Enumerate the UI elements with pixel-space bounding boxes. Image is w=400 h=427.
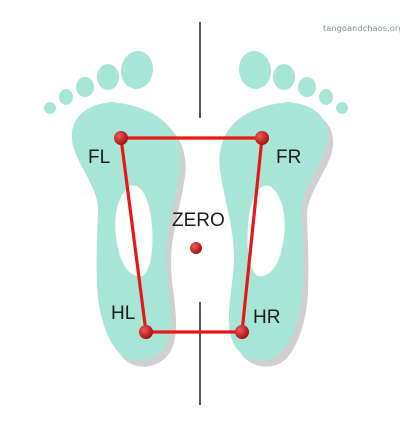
- right-footprint: [219, 51, 348, 367]
- point-heel-left: [139, 325, 153, 339]
- right-big-toe: [238, 51, 272, 89]
- watermark-text: tangoandchaos.org: [323, 24, 400, 33]
- label-heel-left: HL: [111, 303, 135, 324]
- left-footprint: [44, 51, 186, 367]
- balance-quadrilateral: [119, 136, 264, 334]
- left-third-toe: [76, 77, 94, 97]
- point-center-zero: [190, 242, 202, 254]
- label-front-right: FR: [276, 147, 301, 168]
- left-little-toe: [44, 102, 56, 114]
- line-hl-fl: [119, 136, 148, 334]
- right-third-toe: [298, 77, 316, 97]
- left-toes: [44, 51, 154, 114]
- label-center-zero: ZERO: [172, 210, 225, 231]
- line-fr-hr: [240, 136, 264, 334]
- point-heel-right: [235, 325, 249, 339]
- label-heel-right: HR: [253, 307, 280, 328]
- left-fourth-toe: [59, 89, 73, 105]
- right-arch-gap: [247, 185, 285, 277]
- point-front-left: [114, 131, 128, 145]
- left-big-toe: [120, 51, 154, 89]
- point-front-right: [255, 131, 269, 145]
- right-second-toe: [273, 64, 295, 90]
- left-second-toe: [97, 64, 119, 90]
- right-little-toe: [336, 102, 348, 114]
- label-front-left: FL: [88, 147, 110, 168]
- right-fourth-toe: [319, 89, 333, 105]
- right-toes: [238, 51, 348, 114]
